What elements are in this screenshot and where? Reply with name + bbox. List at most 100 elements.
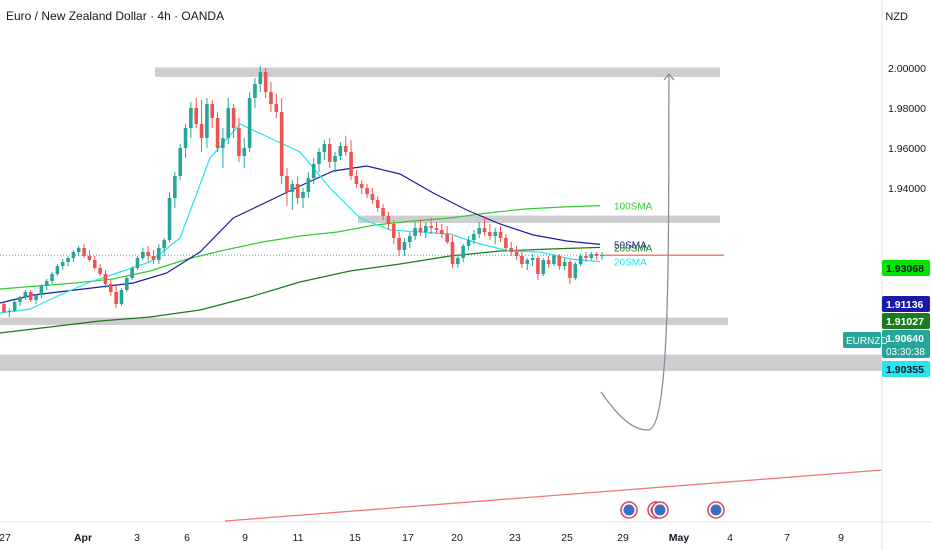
candle-body xyxy=(71,252,76,258)
y-tick-label: 1.98000 xyxy=(888,103,926,115)
candle-body xyxy=(536,258,540,274)
x-tick-label: 15 xyxy=(349,532,361,544)
x-tick-label: 7 xyxy=(784,532,790,544)
candle-body xyxy=(349,152,353,176)
price-label-text: 1.91027 xyxy=(886,316,924,328)
price-axis[interactable]: 2.000001.980001.960001.940001.880001.860… xyxy=(843,0,930,550)
candle-body xyxy=(215,118,220,148)
price-label-box xyxy=(882,313,930,329)
time-axis[interactable]: 27 Apr 3 6 9 11 15 17 20 23 25 29 May 4 7 9 xyxy=(0,521,932,544)
candle-body xyxy=(263,72,268,92)
candle-body xyxy=(429,226,433,228)
candle-body xyxy=(525,260,530,264)
candle-body xyxy=(407,236,412,242)
candle-body xyxy=(413,228,417,236)
event-dot xyxy=(710,504,722,516)
candle-body xyxy=(493,232,498,236)
candle-body xyxy=(498,232,503,238)
ma-label: 200SMA xyxy=(614,243,653,254)
candle-body xyxy=(231,108,236,128)
candle-body xyxy=(34,295,38,300)
symbol-tag xyxy=(843,332,881,348)
trendline xyxy=(224,469,883,522)
candle-body xyxy=(397,238,401,250)
zone-2 xyxy=(0,317,728,325)
candle-body xyxy=(199,124,204,138)
candle-body xyxy=(119,290,124,304)
candle-body xyxy=(359,184,364,188)
y-tick-label: 2.00000 xyxy=(888,63,926,75)
zones-layer xyxy=(0,67,882,371)
x-tick-label: 17 xyxy=(402,532,414,544)
candle-body xyxy=(125,278,129,290)
projection-curve xyxy=(600,73,670,431)
ma-label: 100SMA xyxy=(614,202,653,213)
candle-body xyxy=(247,98,252,148)
candle-body xyxy=(418,228,423,232)
candle-body xyxy=(381,208,385,216)
x-tick-label: 23 xyxy=(509,532,521,544)
event-marker xyxy=(651,501,669,519)
price-label-box xyxy=(882,361,930,377)
candle-body xyxy=(221,138,225,148)
candle-body xyxy=(568,262,572,278)
zone-3 xyxy=(0,354,882,371)
candle-body xyxy=(573,264,578,278)
price-label-box xyxy=(882,260,930,276)
zone-0 xyxy=(155,67,720,77)
candle-body xyxy=(370,194,375,200)
candle-body xyxy=(424,226,428,232)
candle-body xyxy=(317,152,321,164)
candle-body xyxy=(343,146,348,152)
candle-body xyxy=(450,242,455,264)
price-label-text: 1.90640 xyxy=(886,333,924,345)
candle-body xyxy=(285,176,289,192)
price-label-box xyxy=(882,330,930,358)
candle-body xyxy=(557,256,562,266)
event-marker xyxy=(620,501,638,519)
candle-body xyxy=(50,274,54,281)
candle-body xyxy=(290,184,295,192)
ma100-line xyxy=(0,205,601,290)
candle-body xyxy=(594,254,599,256)
ma-label: 50SMA xyxy=(614,240,647,251)
candle-body xyxy=(562,262,567,266)
x-tick-label: 11 xyxy=(293,532,304,544)
candle-body xyxy=(2,304,6,312)
candle-body xyxy=(466,240,471,246)
candle-body xyxy=(242,148,247,156)
y-tick-label: 1.94000 xyxy=(888,183,926,195)
candle-body xyxy=(322,144,327,152)
candle-body xyxy=(237,128,241,156)
candle-body xyxy=(269,92,273,104)
price-label-1.90355: 1.90355 xyxy=(882,361,930,377)
candle-body xyxy=(114,292,118,304)
x-tick-label: 3 xyxy=(134,532,140,544)
axis-currency[interactable]: NZD xyxy=(885,11,908,23)
candle-body xyxy=(520,256,524,264)
candle-body xyxy=(108,284,113,292)
candle-body xyxy=(44,281,49,286)
candle-body xyxy=(130,268,134,278)
candle-body xyxy=(178,148,182,176)
candle-body xyxy=(584,256,588,258)
price-label-1.91027: 1.91027 xyxy=(882,313,930,329)
x-tick-label: 27 xyxy=(0,532,11,544)
x-tick-label: 25 xyxy=(561,532,573,544)
x-tick-label: 4 xyxy=(727,532,733,544)
moving-averages-layer xyxy=(0,123,601,334)
candle-body xyxy=(141,252,145,258)
zone-1 xyxy=(358,215,720,223)
candle-body xyxy=(146,252,150,256)
candle-body xyxy=(301,192,305,198)
candle-body xyxy=(157,248,161,260)
candle-body xyxy=(92,260,97,268)
ma200-line xyxy=(0,246,601,334)
candle-body xyxy=(98,268,102,274)
candle-body xyxy=(23,292,28,297)
price-label-text: 1.90355 xyxy=(886,364,924,376)
candle-body xyxy=(445,234,449,242)
